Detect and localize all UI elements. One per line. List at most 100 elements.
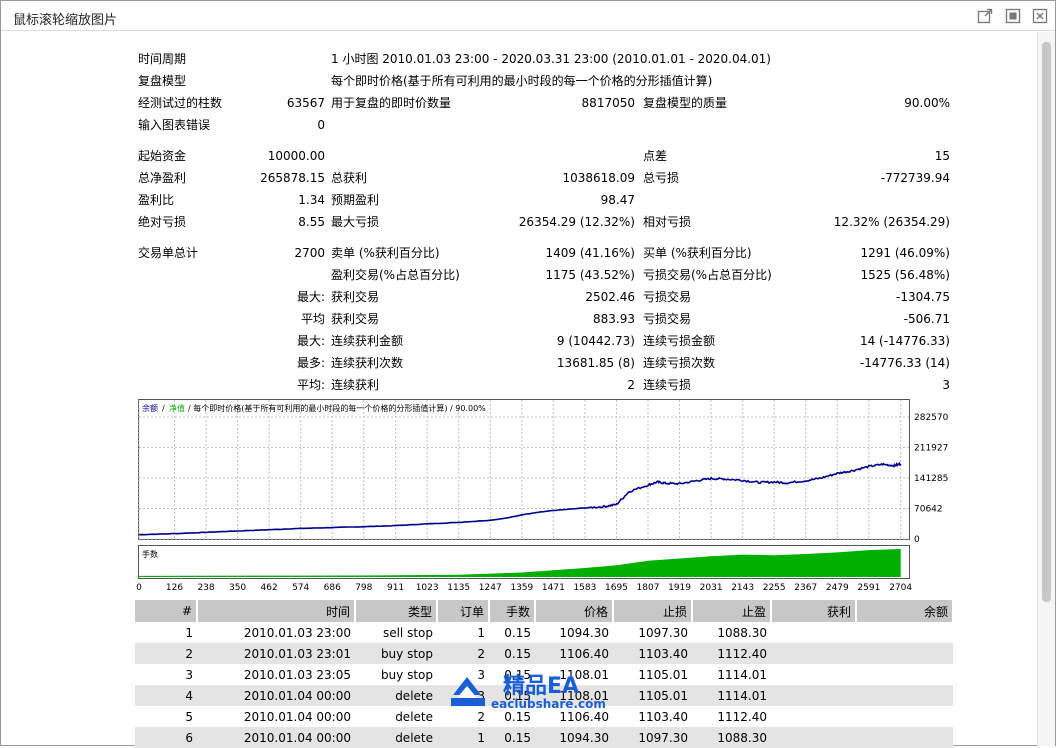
pf-value: 1.34 xyxy=(298,193,325,207)
reldd-value: 12.32% (26354.29) xyxy=(833,215,950,229)
netprofit-value: 265878.15 xyxy=(260,171,325,185)
model-value: 每个即时价格(基于所有可利用的最小时段的每一个价格的分形插值计算) xyxy=(331,74,713,88)
col-profit-cell xyxy=(771,664,856,685)
x-tick-label: 1135 xyxy=(447,583,470,593)
col-tp-header[interactable]: 止盈 xyxy=(692,600,772,622)
close-icon[interactable] xyxy=(1032,8,1048,24)
col-time-header[interactable]: 时间 xyxy=(197,600,356,622)
col-profit-cell xyxy=(771,706,856,727)
short-label: 卖单 (%获利百分比) xyxy=(331,246,440,260)
table-row[interactable]: 1 2010.01.03 23:00 sell stop 1 0.15 1094.30 10… xyxy=(135,622,953,643)
short-value: 1409 (41.16%) xyxy=(545,246,635,260)
col-profit-cell xyxy=(771,685,856,706)
table-row[interactable]: 5 2010.01.04 00:00 delete 2 0.15 1106.40 1103.… xyxy=(135,706,953,727)
bars-value: 63567 xyxy=(286,96,325,110)
col-sl-header[interactable]: 止损 xyxy=(613,600,693,622)
expected-label: 预期盈利 xyxy=(331,193,380,207)
balance-series-line xyxy=(138,461,902,536)
quality-label: 复盘模型的质量 xyxy=(643,96,728,110)
watermark-logo-icon xyxy=(451,677,485,706)
max-cons-label: 最大: xyxy=(296,334,325,348)
col-balance-cell xyxy=(856,706,953,727)
col-type-cell: delete xyxy=(395,709,433,724)
lots-series-area xyxy=(139,549,901,577)
x-tick-label: 2143 xyxy=(731,583,754,593)
x-tick-label: 1583 xyxy=(573,583,596,593)
col-number-header[interactable]: # xyxy=(135,600,198,622)
x-tick-label: 2255 xyxy=(763,583,786,593)
model-label: 复盘模型 xyxy=(138,74,187,88)
table-row[interactable]: 4 2010.01.04 00:00 delete 3 0.15 1108.01 1105.… xyxy=(135,685,953,706)
netprofit-label: 总净盈利 xyxy=(138,171,187,185)
col-profit-header[interactable]: 获利 xyxy=(771,600,857,622)
x-tick-label: 911 xyxy=(387,583,404,593)
col-price-header[interactable]: 价格 xyxy=(535,600,614,622)
table-row[interactable]: 2 2010.01.03 23:01 buy stop 2 0.15 1106.40 110… xyxy=(135,643,953,664)
x-tick-label: 350 xyxy=(229,583,246,593)
largest-label: 最大: xyxy=(296,290,325,304)
avg-loss-value: -506.71 xyxy=(903,312,950,326)
largest-profit-value: 2502.46 xyxy=(585,290,635,304)
y-tick-label: 0 xyxy=(914,535,920,545)
trades-label: 交易单总计 xyxy=(138,246,199,260)
col-lots-cell: 0.15 xyxy=(489,643,535,664)
x-tick-label: 1247 xyxy=(479,583,502,593)
avg-cons-win-label: 连续获利 xyxy=(331,378,380,392)
loss-trades-label: 亏损交易(%占总百分比) xyxy=(643,268,772,282)
site-watermark: 精品EA eaclubshare.com xyxy=(451,673,606,711)
col-tp-cell: 1088.30 xyxy=(717,625,767,640)
col-order-cell: 2 xyxy=(437,643,489,664)
col-type-header[interactable]: 类型 xyxy=(355,600,438,622)
col-price-cell: 1094.30 xyxy=(535,727,613,748)
reldd-label: 相对亏损 xyxy=(643,215,692,229)
col-time-cell: 2010.01.04 00:00 xyxy=(243,709,351,724)
x-tick-label: 1807 xyxy=(637,583,660,593)
table-row[interactable]: 3 2010.01.03 23:05 buy stop 3 0.15 1108.01 110… xyxy=(135,664,953,685)
avg-cons-loss-label: 连续亏损 xyxy=(643,378,692,392)
x-axis-ticks: 0 126 238 350 462 574 686 798 911 1023 1135 1247 135… xyxy=(136,583,912,593)
table-row[interactable]: 6 2010.01.04 00:00 delete 1 0.15 1094.30 1097.… xyxy=(135,727,953,748)
y-axis-ticks: 282570 211927 141285 70642 0 xyxy=(914,413,949,545)
col-order-header[interactable]: 订单 xyxy=(437,600,490,622)
pf-label: 盈利比 xyxy=(138,193,175,207)
restore-icon[interactable] xyxy=(1005,8,1021,24)
average-label: 平均 xyxy=(300,312,325,326)
scrollbar-thumb[interactable] xyxy=(1042,42,1051,602)
col-lots-cell: 0.15 xyxy=(504,625,531,640)
col-type-cell: sell stop xyxy=(382,625,433,640)
errors-value: 0 xyxy=(317,118,325,132)
col-type-cell: delete xyxy=(355,685,437,706)
absdd-value: 8.55 xyxy=(298,215,325,229)
col-time-cell: 2010.01.03 23:00 xyxy=(243,625,351,640)
col-balance-header[interactable]: 余额 xyxy=(856,600,954,622)
largest-profit-label: 获利交易 xyxy=(331,290,380,304)
col-balance-cell xyxy=(856,643,953,664)
col-order-cell: 3 xyxy=(477,667,485,682)
bars-label: 经测试过的柱数 xyxy=(138,96,223,110)
col-price-cell: 1108.01 xyxy=(535,685,613,706)
col-tp-cell: 1112.40 xyxy=(717,709,767,724)
legend-balance: 余额 xyxy=(142,403,158,413)
x-tick-label: 574 xyxy=(292,583,309,593)
col-lots-cell: 0.15 xyxy=(489,727,535,748)
trades-value: 2700 xyxy=(294,246,325,260)
legend-model: / 每个即时价格(基于所有可利用的最小时段的每一个价格的分形插值计算) / 90… xyxy=(188,403,486,413)
col-tp-cell: 1088.30 xyxy=(692,727,771,748)
x-tick-label: 1359 xyxy=(510,583,533,593)
long-label: 买单 (%获利百分比) xyxy=(643,246,752,260)
popout-icon[interactable] xyxy=(977,8,993,24)
vertical-scrollbar[interactable] xyxy=(1037,32,1055,746)
max-cons-profit-value: 13681.85 (8) xyxy=(556,356,635,370)
x-tick-label: 2031 xyxy=(700,583,723,593)
loss-trades-value: 1525 (56.48%) xyxy=(860,268,950,282)
x-tick-label: 1695 xyxy=(605,583,628,593)
legend-equity: 净值 xyxy=(169,403,185,413)
col-sl-cell: 1097.30 xyxy=(613,727,692,748)
y-tick-label: 70642 xyxy=(914,505,943,515)
balance-chart: 余额 / 净值 / 每个即时价格(基于所有可利用的最小时段的每一个价格的分形插值… xyxy=(138,399,949,579)
x-tick-label: 126 xyxy=(166,583,183,593)
avg-cons-loss-value: 3 xyxy=(942,378,950,392)
col-lots-header[interactable]: 手数 xyxy=(489,600,536,622)
y-tick-label: 282570 xyxy=(914,413,949,423)
profit-trades-value: 1175 (43.52%) xyxy=(545,268,635,282)
